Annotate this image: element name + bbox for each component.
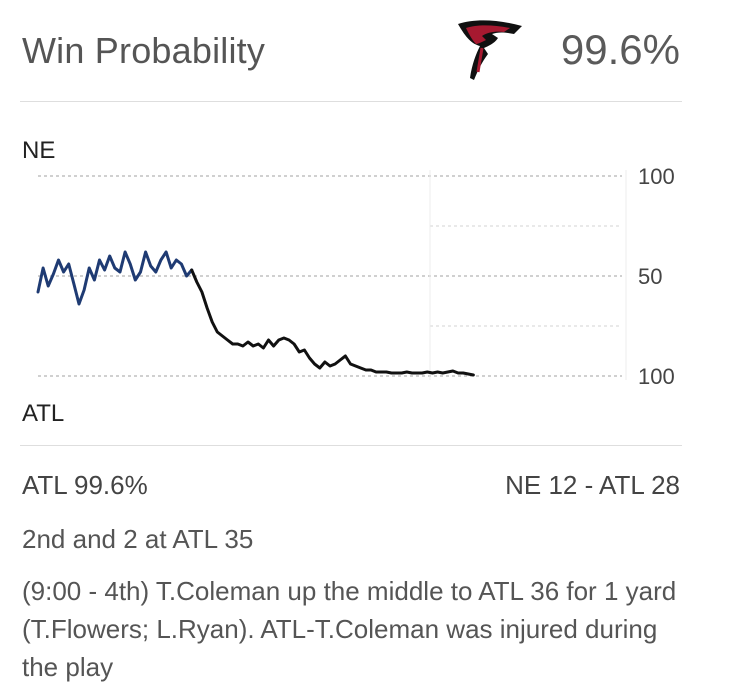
falcons-logo-icon bbox=[458, 20, 522, 80]
falcons-logo-accent bbox=[466, 25, 510, 44]
y-tick-label-2: 50 bbox=[638, 264, 662, 289]
win-probability-value: 99.6% bbox=[560, 26, 680, 73]
y-tick-label-1: 100 bbox=[638, 164, 675, 189]
win-probability-chart: 100 50 100 bbox=[36, 164, 675, 389]
series-line-atl bbox=[190, 268, 475, 377]
header-divider bbox=[20, 101, 682, 102]
falcons-logo-stroke bbox=[476, 47, 484, 73]
leader-probability: ATL 99.6% bbox=[22, 470, 148, 500]
play-description: (9:00 - 4th) T.Coleman up the middle to … bbox=[22, 576, 677, 682]
bottom-team-label: ATL bbox=[22, 400, 65, 427]
down-and-distance: 2nd and 2 at ATL 35 bbox=[22, 524, 254, 554]
y-tick-label-3: 100 bbox=[638, 364, 675, 389]
top-team-label: NE bbox=[22, 137, 56, 164]
game-score: NE 12 - ATL 28 bbox=[505, 470, 680, 500]
chart-divider bbox=[20, 445, 682, 446]
page-title: Win Probability bbox=[22, 30, 266, 71]
series-line-ne bbox=[36, 250, 194, 306]
